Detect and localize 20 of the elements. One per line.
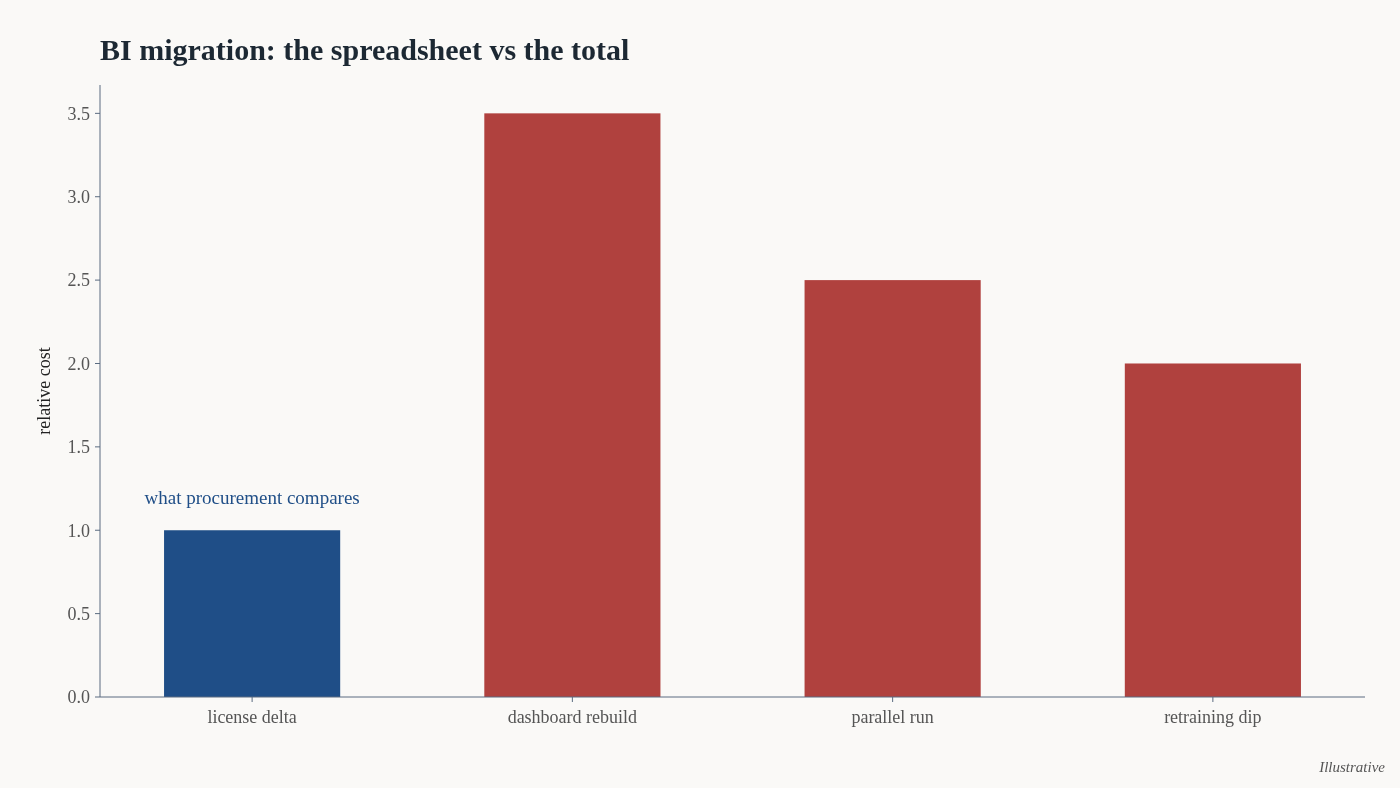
y-tick-label: 0.5: [67, 603, 90, 624]
chart-title: BI migration: the spreadsheet vs the total: [100, 33, 630, 66]
bar: [804, 280, 981, 697]
y-tick-label: 3.0: [67, 187, 90, 208]
x-tick-label: license delta: [207, 707, 297, 727]
y-axis-title: relative cost: [34, 347, 54, 435]
y-tick-label: 2.5: [67, 270, 90, 291]
y-tick-label: 2.0: [67, 353, 90, 374]
x-tick-label: parallel run: [851, 707, 934, 727]
y-tick-label: 1.0: [67, 520, 90, 541]
x-tick-label: retraining dip: [1164, 707, 1262, 727]
y-tick-label: 3.5: [67, 103, 90, 124]
x-tick-label: dashboard rebuild: [507, 707, 638, 727]
text: Illustrative: [1318, 759, 1386, 775]
bar: [484, 113, 661, 697]
y-tick-label: 0.0: [67, 687, 90, 708]
bar: [1124, 363, 1301, 697]
annotation: what procurement compares: [144, 487, 360, 509]
bar: [164, 530, 341, 697]
y-tick-label: 1.5: [67, 437, 90, 458]
